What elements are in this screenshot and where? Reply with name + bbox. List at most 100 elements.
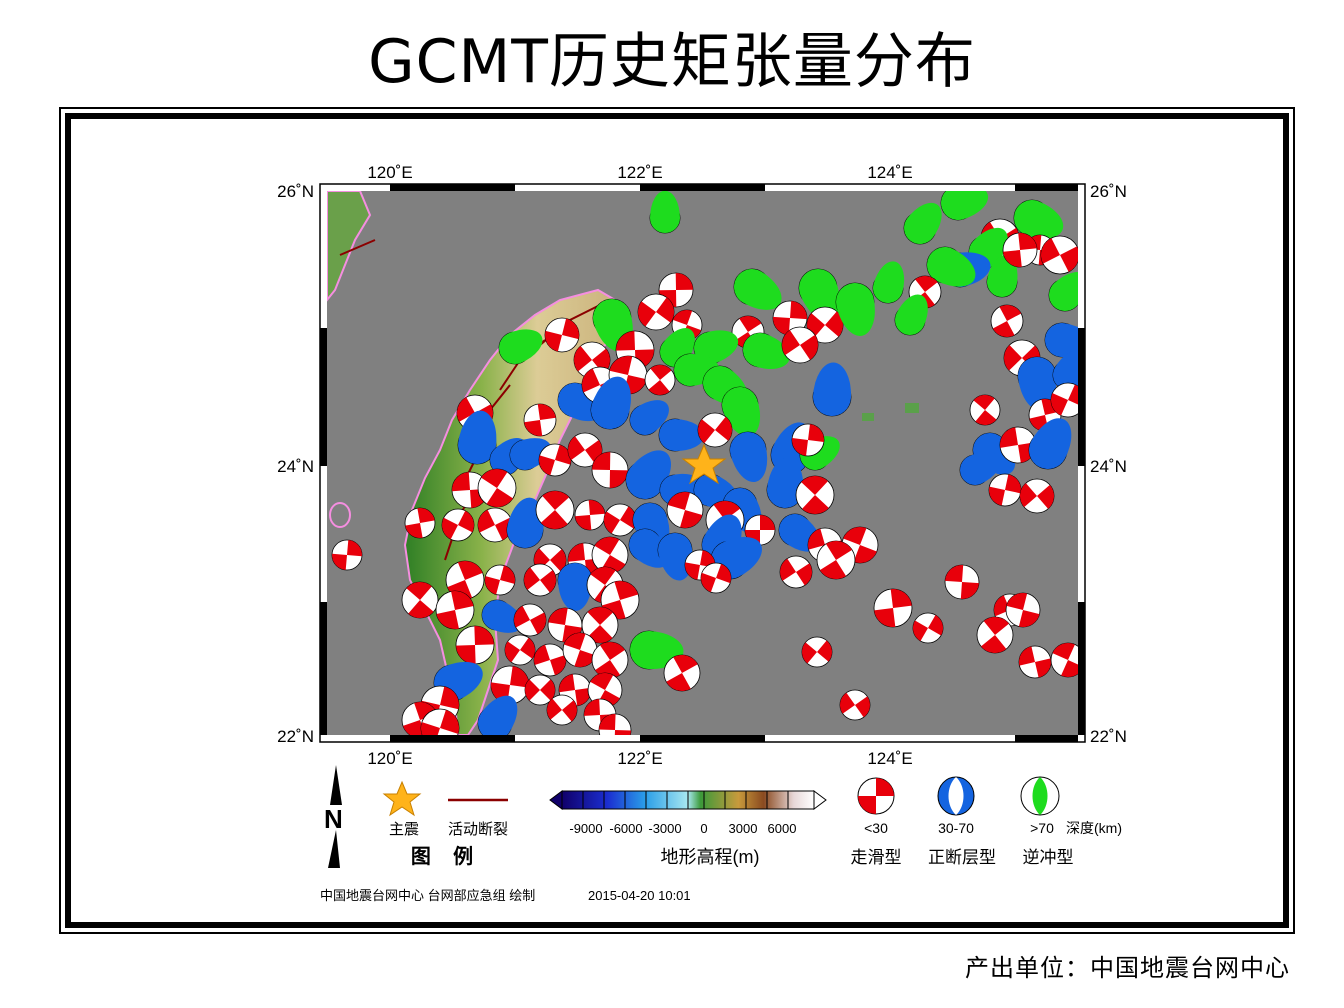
beachball-marker xyxy=(1044,322,1078,358)
beachball-marker xyxy=(806,306,844,344)
beachball-marker xyxy=(544,317,580,353)
beachball-marker xyxy=(1050,642,1078,678)
beachball-marker xyxy=(663,654,701,692)
left-label-24: 24˚N xyxy=(277,457,314,476)
beachball-marker xyxy=(590,376,631,430)
beachball-marker xyxy=(538,443,572,477)
beachball-marker xyxy=(591,451,629,489)
footer-org: 中国地震台网中心 台网部应急组 绘制 xyxy=(320,888,535,903)
beachball-marker xyxy=(574,499,606,531)
beachball-marker xyxy=(445,560,485,600)
beachball-marker xyxy=(1017,356,1057,411)
beachball-marker xyxy=(523,403,557,437)
beachball-marker xyxy=(524,674,556,706)
strike-slip-ball-icon xyxy=(857,777,895,815)
beachball-marker xyxy=(435,590,475,630)
beachball-marker xyxy=(795,475,835,515)
depth-label-deep: >70 xyxy=(1030,820,1054,836)
beachball-marker xyxy=(903,202,942,245)
beachball-marker xyxy=(598,713,632,735)
island-penghu xyxy=(329,502,351,528)
beachball-marker xyxy=(603,503,637,537)
beachball-marker xyxy=(547,607,583,643)
left-label-22: 22˚N xyxy=(277,727,314,746)
elevation-title: 地形高程(m) xyxy=(661,847,760,867)
island-east-1 xyxy=(862,413,874,421)
beachball-marker xyxy=(546,694,578,726)
beachball-marker xyxy=(557,562,593,611)
top-label-120: 120˚E xyxy=(367,163,412,182)
beachball-marker xyxy=(1028,418,1072,470)
beachball-marker xyxy=(976,616,1014,654)
beachball-marker xyxy=(1040,235,1078,275)
beachball-marker xyxy=(988,473,1022,507)
beachball-marker xyxy=(567,432,603,468)
outer-frame xyxy=(59,107,1295,934)
depth-label-mid: 30-70 xyxy=(938,820,974,836)
depth-label-shallow: <30 xyxy=(864,820,888,836)
beachball-marker xyxy=(629,400,669,436)
bottom-label-122: 122˚E xyxy=(617,749,662,768)
elev-tick-2: -3000 xyxy=(648,821,681,836)
beachball-marker xyxy=(331,539,363,571)
beachball-marker xyxy=(523,563,557,597)
beachball-marker xyxy=(513,603,547,637)
elev-tick-4: 3000 xyxy=(729,821,758,836)
elev-tick-0: -9000 xyxy=(569,821,602,836)
beachball-marker xyxy=(816,540,856,580)
beachball-marker xyxy=(873,588,913,628)
mech-label-thrust: 逆冲型 xyxy=(1023,848,1074,867)
elev-tick-1: -6000 xyxy=(609,821,642,836)
beachball-marker xyxy=(944,564,980,600)
beachball-marker xyxy=(591,536,629,574)
beachball-marker xyxy=(839,689,871,721)
beachball-marker xyxy=(986,255,1018,298)
frame-ticks xyxy=(320,184,1085,742)
beachball-marker xyxy=(766,457,804,509)
beachball-marker xyxy=(779,555,813,589)
beachball-marker xyxy=(649,191,681,234)
beachball-marker xyxy=(969,394,1001,426)
beachball-marker xyxy=(591,641,629,679)
beachball-marker xyxy=(721,386,761,437)
beachball-marker xyxy=(401,581,439,619)
beachball-marker xyxy=(666,491,704,529)
beachball-marker xyxy=(581,606,619,644)
beachball-marker xyxy=(791,423,825,457)
beachball-marker xyxy=(658,418,705,452)
inner-frame xyxy=(65,113,1289,928)
beachball-marker xyxy=(457,410,497,465)
beachball-marker xyxy=(872,261,905,304)
beachball-marker xyxy=(1048,271,1078,312)
right-label-22: 22˚N xyxy=(1090,727,1127,746)
beachball-marker xyxy=(999,426,1037,464)
beachball-marker xyxy=(404,507,436,539)
beachball-marker xyxy=(477,468,517,508)
footer-datetime: 2015-04-20 10:01 xyxy=(588,888,691,903)
north-label: N xyxy=(324,804,343,834)
beachball-marker xyxy=(628,528,670,568)
mech-label-strike-slip: 走滑型 xyxy=(851,848,902,867)
producer-credit: 产出单位：中国地震台网中心 xyxy=(965,954,1290,982)
bottom-label-120: 120˚E xyxy=(367,749,412,768)
mainland-land xyxy=(327,191,372,302)
beachball-marker xyxy=(533,643,567,677)
beachball-marker xyxy=(990,304,1024,338)
beachball-marker xyxy=(441,508,475,542)
elev-tick-5: 6000 xyxy=(768,821,797,836)
beachball-marker xyxy=(1018,645,1052,679)
beachball-marker xyxy=(498,329,543,365)
beachball-layer xyxy=(331,191,1078,735)
legend-caption: 图 例 xyxy=(411,844,473,868)
beachball-marker xyxy=(940,191,989,221)
beachball-marker xyxy=(1013,199,1064,239)
beachball-marker xyxy=(1050,382,1078,418)
beachball-marker xyxy=(912,612,944,644)
right-label-26: 26˚N xyxy=(1090,182,1127,201)
beachball-marker xyxy=(657,532,693,581)
beachball-marker xyxy=(801,636,833,668)
beachball-marker xyxy=(781,326,819,364)
beachball-marker xyxy=(812,362,852,417)
beachball-marker xyxy=(835,282,875,336)
